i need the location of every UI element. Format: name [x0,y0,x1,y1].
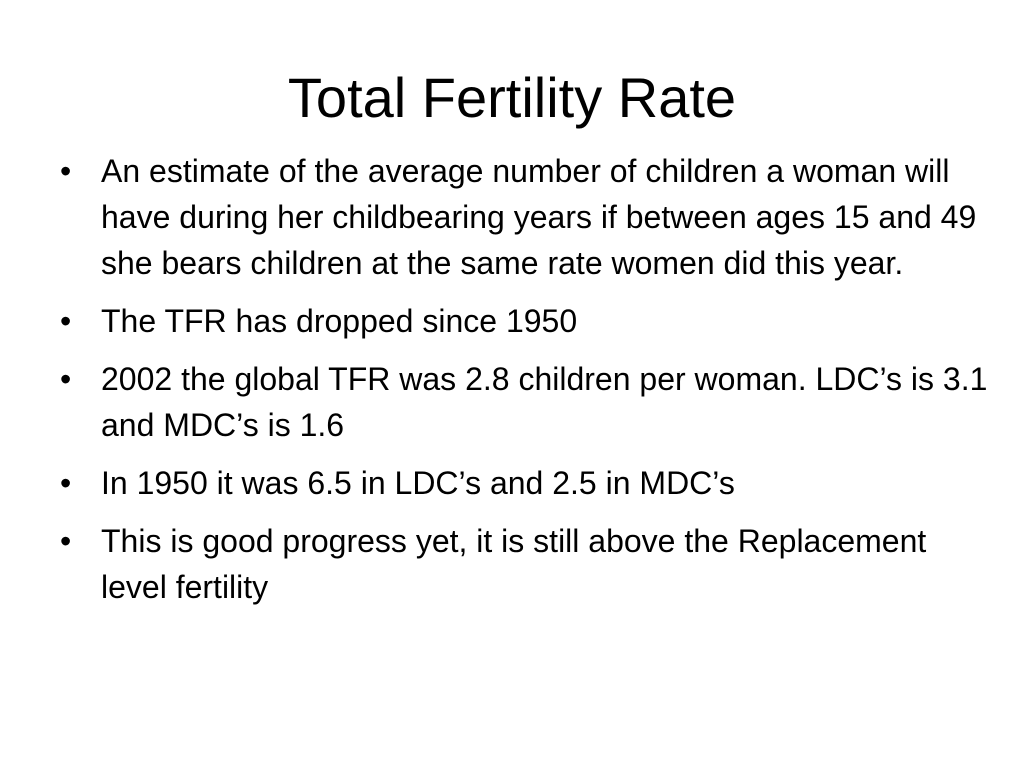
bullet-text: This is good progress yet, it is still a… [101,523,927,605]
bullet-item: • The TFR has dropped since 1950 [60,298,990,344]
bullet-icon: • [60,465,72,501]
bullet-icon: • [60,361,72,397]
slide-title: Total Fertility Rate [287,66,737,129]
bullet-item: • An estimate of the average number of c… [60,148,990,286]
bullet-text: 2002 the global TFR was 2.8 children per… [101,361,988,443]
bullet-text: In 1950 it was 6.5 in LDC’s and 2.5 in M… [101,465,735,501]
bullet-item: • In 1950 it was 6.5 in LDC’s and 2.5 in… [60,460,990,506]
bullet-list: • An estimate of the average number of c… [60,148,990,622]
bullet-icon: • [60,303,72,339]
bullet-icon: • [60,523,72,559]
bullet-icon: • [60,153,72,189]
bullet-item: • 2002 the global TFR was 2.8 children p… [60,356,990,448]
bullet-text: An estimate of the average number of chi… [101,153,977,281]
bullet-text: The TFR has dropped since 1950 [101,303,578,339]
bullet-item: • This is good progress yet, it is still… [60,518,990,610]
